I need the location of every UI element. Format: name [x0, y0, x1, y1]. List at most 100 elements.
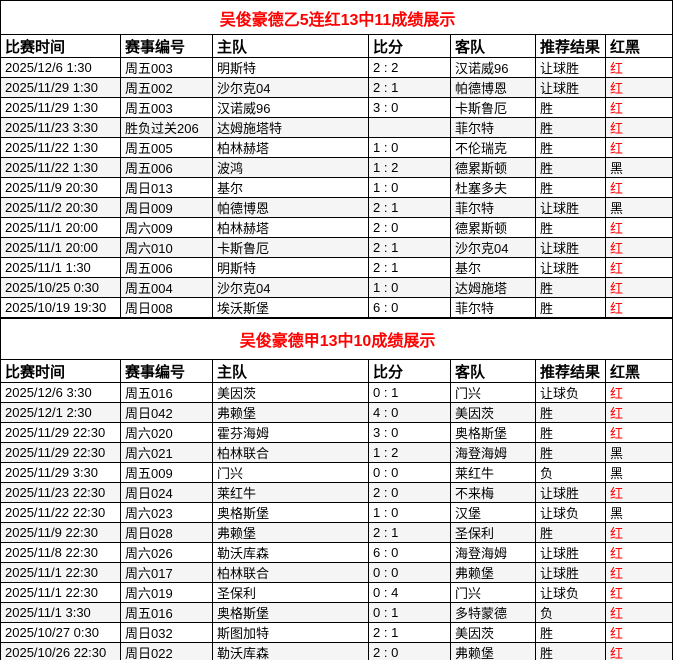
cell-match_no: 周日009: [120, 197, 213, 218]
cell-home: 沙尔克04: [212, 277, 369, 298]
cell-score: 2 : 1: [368, 522, 451, 543]
cell-match_no: 周五003: [120, 57, 213, 78]
match-row: 2025/11/1 20:00 周六009 柏林赫塔 2 : 0 德累斯顿胜红: [0, 217, 674, 238]
cell-score: 6 : 0: [368, 542, 451, 563]
cell-time: 2025/11/1 20:00: [0, 237, 121, 258]
cell-score: 1 : 0: [368, 177, 451, 198]
cell-time: 2025/10/19 19:30: [0, 297, 121, 318]
cell-result: 红: [604, 77, 674, 98]
cell-tip: 让球胜: [535, 57, 606, 78]
cell-match_no: 周五005: [120, 137, 213, 158]
cell-away: 汉诺威96: [450, 57, 536, 78]
cell-result: 红: [604, 542, 674, 563]
cell-result: 红: [604, 237, 674, 258]
cell-result: 红: [604, 422, 674, 443]
cell-home: 弗赖堡: [212, 402, 369, 423]
cell-match_no: 周日024: [120, 482, 213, 503]
cell-match_no: 周日042: [120, 402, 213, 423]
cell-time: 2025/11/1 22:30: [0, 562, 121, 583]
cell-time: 2025/11/2 20:30: [0, 197, 121, 218]
cell-away: 菲尔特: [450, 297, 536, 318]
cell-away: 门兴: [450, 582, 536, 603]
cell-result: 红: [604, 137, 674, 158]
table-title-row: 吴俊豪德乙5连红13中11成绩展示: [0, 0, 674, 35]
cell-tip: 让球胜: [535, 562, 606, 583]
cell-result: 红: [604, 97, 674, 118]
column-header-score: 比分: [368, 34, 451, 58]
cell-match_no: 周五006: [120, 157, 213, 178]
cell-match_no: 周六021: [120, 442, 213, 463]
cell-away: 圣保利: [450, 522, 536, 543]
match-row: 2025/12/6 1:30 周五003 明斯特 2 : 2 汉诺威96 让球胜红: [0, 57, 674, 78]
match-row: 2025/11/1 3:30 周五016 奥格斯堡 0 : 1 多特蒙德负红: [0, 602, 674, 623]
match-row: 2025/11/29 22:30 周六021 柏林联合 1 : 2 海登海姆胜黑: [0, 442, 674, 463]
cell-match_no: 周五006: [120, 257, 213, 278]
cell-tip: 负: [535, 462, 606, 483]
cell-result: 红: [604, 382, 674, 403]
cell-tip: 胜: [535, 117, 606, 138]
cell-match_no: 周五003: [120, 97, 213, 118]
cell-away: 不来梅: [450, 482, 536, 503]
match-row: 2025/11/1 1:30 周五006 明斯特 2 : 1 基尔 让球胜红: [0, 257, 674, 278]
cell-score: 2 : 1: [368, 197, 451, 218]
cell-score: 1 : 0: [368, 137, 451, 158]
cell-home: 达姆施塔特: [212, 117, 369, 138]
cell-tip: 让球胜: [535, 542, 606, 563]
cell-tip: 负: [535, 602, 606, 623]
cell-time: 2025/10/27 0:30: [0, 622, 121, 643]
cell-result: 黑: [604, 502, 674, 523]
cell-score: 6 : 0: [368, 297, 451, 318]
cell-tip: 胜: [535, 177, 606, 198]
cell-time: 2025/11/29 22:30: [0, 442, 121, 463]
cell-result: 红: [604, 622, 674, 643]
cell-tip: 让球负: [535, 582, 606, 603]
cell-tip: 胜: [535, 642, 606, 660]
cell-result: 红: [604, 482, 674, 503]
cell-tip: 胜: [535, 157, 606, 178]
cell-tip: 胜: [535, 402, 606, 423]
table-title: 吴俊豪德乙5连红13中11成绩展示: [0, 0, 674, 35]
cell-home: 门兴: [212, 462, 369, 483]
cell-home: 斯图加特: [212, 622, 369, 643]
match-row: 2025/11/29 1:30 周五003 汉诺威96 3 : 0 卡斯鲁厄胜红: [0, 97, 674, 118]
cell-score: 2 : 0: [368, 482, 451, 503]
column-header-row: 比赛时间 赛事编号 主队 比分 客队 推荐结果 红黑: [0, 359, 674, 383]
cell-time: 2025/10/25 0:30: [0, 277, 121, 298]
cell-match_no: 周六019: [120, 582, 213, 603]
column-header-match_no: 赛事编号: [120, 359, 213, 383]
match-row: 2025/10/27 0:30 周日032 斯图加特 2 : 1 美因茨胜红: [0, 622, 674, 643]
match-row: 2025/11/29 3:30 周五009 门兴 0 : 0 莱红牛负黑: [0, 462, 674, 483]
cell-match_no: 周日022: [120, 642, 213, 660]
cell-score: 2 : 2: [368, 57, 451, 78]
cell-home: 霍芬海姆: [212, 422, 369, 443]
match-row: 2025/11/2 20:30 周日009 帕德博恩 2 : 1 菲尔特 让球胜黑: [0, 197, 674, 218]
cell-home: 勒沃库森: [212, 642, 369, 660]
column-header-tip: 推荐结果: [535, 359, 606, 383]
table-title-row: 吴俊豪德甲13中10成绩展示: [0, 318, 674, 360]
match-row: 2025/11/29 22:30 周六020 霍芬海姆 3 : 0 奥格斯堡胜红: [0, 422, 674, 443]
cell-time: 2025/11/29 1:30: [0, 77, 121, 98]
match-row: 2025/11/9 20:30 周日013 基尔 1 : 0 杜塞多夫胜红: [0, 177, 674, 198]
cell-result: 红: [604, 562, 674, 583]
cell-tip: 胜: [535, 442, 606, 463]
column-header-time: 比赛时间: [0, 359, 121, 383]
cell-result: 红: [604, 217, 674, 238]
match-row: 2025/10/26 22:30 周日022 勒沃库森 2 : 0 弗赖堡胜红: [0, 642, 674, 660]
column-header-result: 红黑: [604, 34, 674, 58]
column-header-home: 主队: [212, 359, 369, 383]
cell-time: 2025/12/6 1:30: [0, 57, 121, 78]
cell-match_no: 周五002: [120, 77, 213, 98]
cell-match_no: 周日028: [120, 522, 213, 543]
cell-time: 2025/11/1 1:30: [0, 257, 121, 278]
cell-tip: 胜: [535, 217, 606, 238]
column-header-time: 比赛时间: [0, 34, 121, 58]
cell-result: 红: [604, 582, 674, 603]
cell-time: 2025/11/1 20:00: [0, 217, 121, 238]
column-header-tip: 推荐结果: [535, 34, 606, 58]
cell-tip: 让球负: [535, 502, 606, 523]
cell-tip: 胜: [535, 622, 606, 643]
cell-score: 1 : 0: [368, 502, 451, 523]
cell-result: 红: [604, 117, 674, 138]
cell-time: 2025/11/1 22:30: [0, 582, 121, 603]
